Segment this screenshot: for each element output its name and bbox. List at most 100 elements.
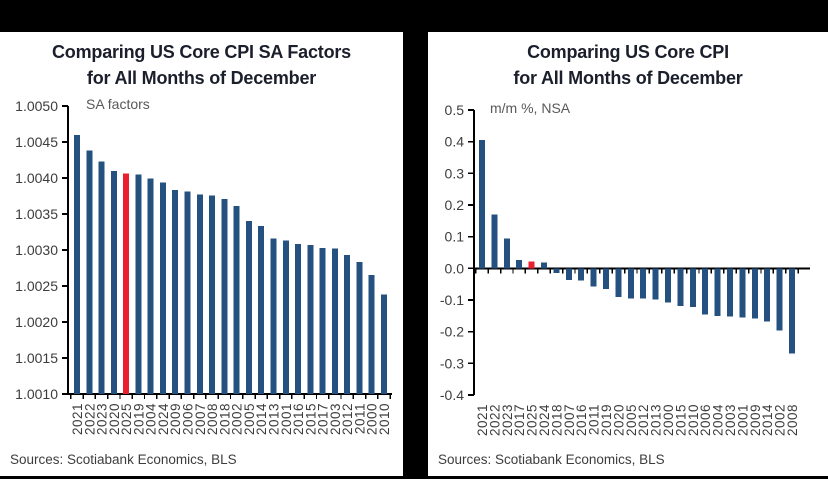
y-tick-label: 1.0015 bbox=[15, 350, 58, 366]
bar-2005 bbox=[627, 268, 634, 299]
x-category-label: 2016 bbox=[574, 404, 589, 436]
x-category-label: 2018 bbox=[549, 404, 564, 436]
x-category-label: 2001 bbox=[279, 403, 294, 435]
bar-2012 bbox=[344, 255, 351, 394]
y-tick-label: -0.1 bbox=[440, 292, 464, 308]
left-chart-title-line2: for All Months of December bbox=[86, 68, 317, 88]
bar-2019 bbox=[135, 174, 142, 394]
x-category-label: 2002 bbox=[230, 403, 245, 435]
x-category-label: 2023 bbox=[95, 403, 110, 435]
x-category-label: 2019 bbox=[599, 404, 614, 436]
y-tick-label: 1.0025 bbox=[15, 278, 58, 294]
axis-unit-label: SA factors bbox=[86, 96, 150, 112]
x-category-label: 2025 bbox=[119, 403, 134, 435]
bar-2018 bbox=[221, 198, 228, 394]
x-category-label: 2014 bbox=[254, 403, 269, 435]
bar-2004 bbox=[714, 268, 721, 316]
bar-2008 bbox=[789, 268, 795, 354]
x-category-label: 2021 bbox=[70, 403, 85, 435]
x-category-label: 2010 bbox=[377, 403, 392, 435]
bar-2014 bbox=[764, 268, 771, 322]
x-category-label: 2022 bbox=[487, 404, 502, 436]
bar-2010 bbox=[381, 294, 387, 394]
bar-2007 bbox=[196, 194, 203, 394]
left-chart-title-line1: Comparing US Core CPI SA Factors bbox=[52, 42, 351, 62]
x-category-label: 2003 bbox=[723, 404, 738, 436]
bar-2017 bbox=[319, 247, 326, 394]
bar-2023 bbox=[503, 238, 510, 269]
x-category-label: 2020 bbox=[107, 403, 122, 435]
bar-2022 bbox=[491, 214, 498, 269]
panel-divider bbox=[403, 32, 428, 476]
y-tick-label: 0.2 bbox=[445, 197, 465, 213]
x-category-label: 2016 bbox=[291, 403, 306, 435]
x-category-label: 2009 bbox=[748, 404, 763, 436]
x-category-label: 2008 bbox=[205, 403, 220, 435]
bar-2016 bbox=[578, 268, 585, 281]
bar-2015 bbox=[307, 244, 314, 394]
left-chart-canvas: 1.0050 1.0045 1.0040 1.0035 1.0030 1.0025 1.00… bbox=[15, 96, 392, 435]
y-tick-label: -0.4 bbox=[440, 387, 464, 403]
bar-2008 bbox=[209, 195, 216, 394]
axis-unit-label: m/m %, NSA bbox=[490, 100, 571, 116]
x-category-label: 2015 bbox=[673, 404, 688, 436]
bar-2021 bbox=[74, 134, 80, 395]
bar-2006 bbox=[184, 191, 191, 394]
x-category-label: 2007 bbox=[562, 404, 577, 436]
bar-2024 bbox=[541, 262, 547, 269]
bar-2021 bbox=[479, 140, 485, 269]
left-chart-title: Comparing US Core CPI SA Factors for All… bbox=[0, 39, 403, 91]
y-tick-label: 0.5 bbox=[445, 102, 465, 118]
bar-2011 bbox=[356, 262, 363, 394]
x-category-label: 2012 bbox=[636, 404, 651, 436]
bar-2005 bbox=[245, 221, 252, 394]
bar-2001 bbox=[282, 240, 289, 394]
y-tick-label: 1.0020 bbox=[15, 314, 58, 330]
y-tick-label: 1.0030 bbox=[15, 242, 58, 258]
x-category-label: 2003 bbox=[328, 403, 343, 435]
x-category-label: 2025 bbox=[525, 404, 540, 436]
left-sources-note: Sources: Scotiabank Economics, BLS bbox=[10, 452, 237, 467]
bar-2003 bbox=[727, 268, 733, 317]
bar-2013 bbox=[652, 268, 659, 300]
bar-2003 bbox=[331, 248, 338, 394]
x-category-label: 2011 bbox=[587, 404, 602, 435]
bar-2020 bbox=[110, 170, 117, 394]
x-category-label: 2012 bbox=[340, 403, 355, 435]
x-category-label: 2023 bbox=[500, 404, 515, 436]
y-tick-label: 1.0010 bbox=[15, 386, 58, 402]
x-category-label: 2018 bbox=[217, 403, 232, 435]
bar-2002 bbox=[776, 268, 783, 331]
bar-2009 bbox=[172, 190, 179, 394]
right-chart-title-line1: Comparing US Core CPI bbox=[527, 42, 729, 62]
left-chart-panel: Comparing US Core CPI SA Factors for All… bbox=[0, 32, 403, 476]
right-chart-title-line2: for All Months of December bbox=[513, 68, 743, 88]
bar-2016 bbox=[295, 244, 302, 394]
x-category-label: 2002 bbox=[773, 404, 788, 436]
bar-2002 bbox=[233, 206, 240, 394]
bar-2007 bbox=[565, 268, 572, 281]
right-chart-canvas: 0.50.40.30.20.10.0-0.1-0.2-0.3-0.4202120… bbox=[440, 100, 810, 436]
x-category-label: 2000 bbox=[661, 404, 676, 436]
y-tick-label: 1.0040 bbox=[15, 170, 58, 186]
y-tick-label: 1.0045 bbox=[15, 134, 58, 150]
x-category-label: 2017 bbox=[316, 403, 331, 435]
bar-2014 bbox=[258, 226, 265, 394]
bar-2004 bbox=[147, 178, 154, 394]
bar-2001 bbox=[739, 268, 746, 318]
y-tick-label: -0.3 bbox=[440, 355, 464, 371]
y-tick-label: 1.0035 bbox=[15, 206, 58, 222]
bar-2011 bbox=[590, 268, 597, 287]
bar-2025 bbox=[123, 173, 130, 394]
bar-2012 bbox=[640, 268, 647, 299]
y-tick-label: 1.0050 bbox=[15, 98, 58, 114]
x-category-label: 2017 bbox=[512, 404, 527, 436]
x-category-label: 2022 bbox=[82, 403, 97, 435]
bar-2025 bbox=[528, 261, 535, 269]
x-category-label: 2006 bbox=[698, 404, 713, 436]
y-tick-label: 0.1 bbox=[445, 229, 465, 245]
bar-2022 bbox=[86, 150, 93, 394]
bar-2015 bbox=[677, 268, 684, 307]
bar-2000 bbox=[368, 275, 375, 394]
right-chart-panel: Comparing US Core CPI for All Months of … bbox=[428, 32, 828, 476]
